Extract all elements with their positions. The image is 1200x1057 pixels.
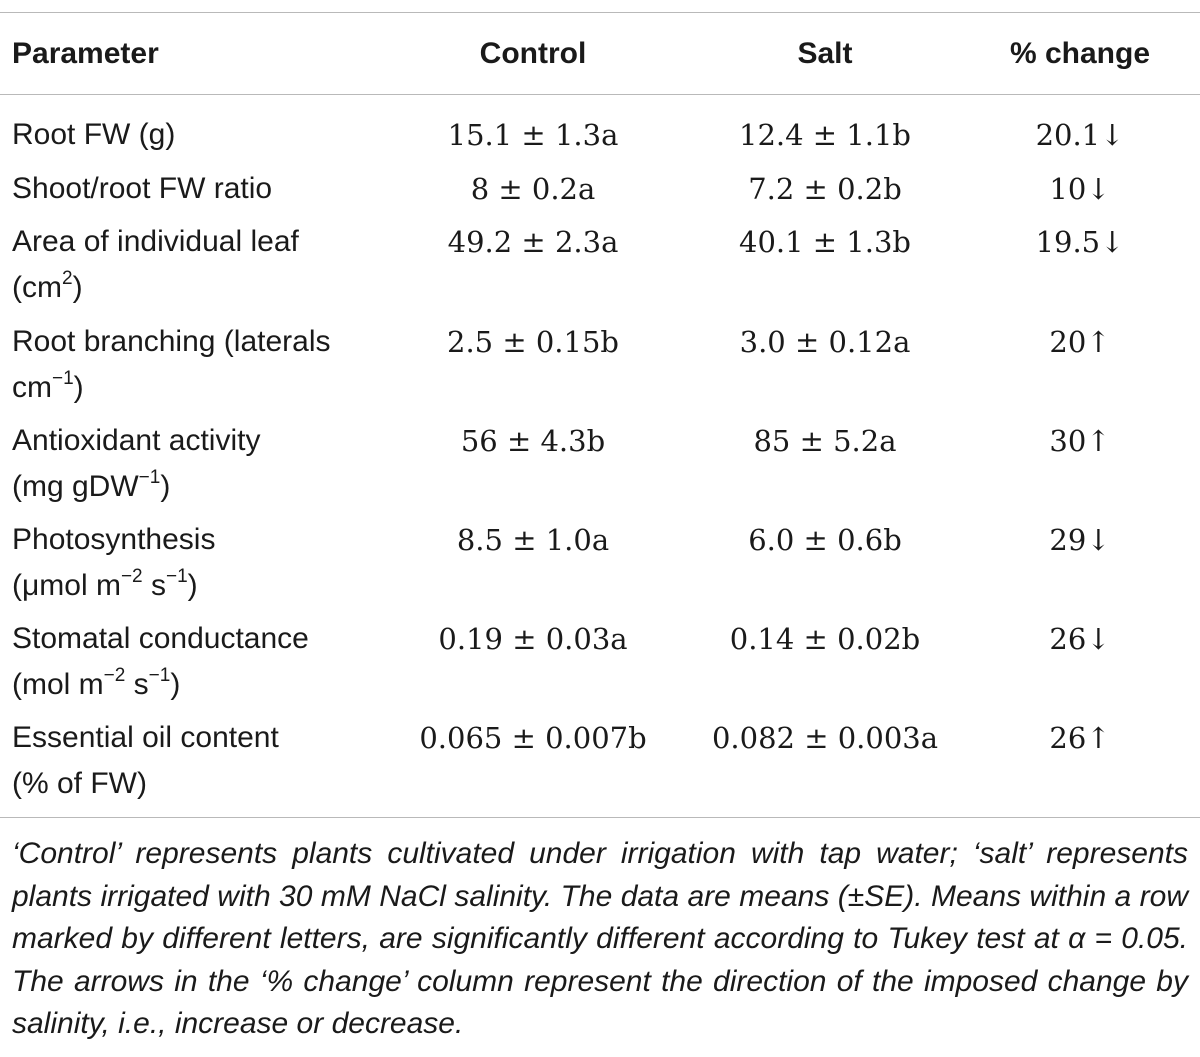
row-3-control: 49.2 ± 2.3a (447, 225, 619, 259)
row-7-parameter: Stomatal conductance (12, 622, 309, 655)
header-salt: Salt (797, 37, 853, 70)
row-1-control: 15.1 ± 1.3a (447, 118, 619, 152)
row-3-change: 19.5↓ (1035, 225, 1125, 259)
row-2-change: 10↓ (1049, 172, 1111, 206)
row-1-salt: 12.4 ± 1.1b (739, 118, 911, 152)
table-footnote: ‘Control’ represents plants cultivated u… (12, 837, 1188, 1041)
row-8-parameter-unit: (% of FW) (12, 767, 147, 800)
row-4-change: 20↑ (1049, 325, 1111, 359)
row-4-parameter-unit: cm−1) (12, 368, 84, 404)
row-6-change: 29↓ (1049, 523, 1111, 557)
row-5-control: 56 ± 4.3b (460, 424, 606, 458)
row-6-parameter-unit: (μmol m−2 s−1) (12, 566, 198, 602)
row-7-control: 0.19 ± 0.03a (438, 622, 628, 656)
header-rule (0, 94, 1200, 95)
row-5-parameter-unit: (mg gDW−1) (12, 467, 171, 503)
row-4-control: 2.5 ± 0.15b (447, 325, 619, 359)
row-3-parameter: Area of individual leaf (12, 225, 299, 258)
row-5-parameter: Antioxidant activity (12, 424, 261, 457)
bottom-rule (0, 817, 1200, 818)
row-8-salt: 0.082 ± 0.003a (711, 721, 939, 755)
row-6-parameter: Photosynthesis (12, 523, 216, 556)
header-control: Control (479, 37, 587, 70)
row-6-salt: 6.0 ± 0.6b (748, 523, 902, 557)
row-2-control: 8 ± 0.2a (470, 172, 596, 206)
row-2-parameter: Shoot/root FW ratio (12, 172, 273, 205)
row-7-salt: 0.14 ± 0.02b (729, 622, 921, 656)
row-1-parameter: Root FW (g) (12, 118, 176, 151)
row-1-change: 20.1↓ (1035, 118, 1125, 152)
row-4-parameter: Root branching (laterals (12, 325, 331, 358)
row-8-control: 0.065 ± 0.007b (419, 721, 647, 755)
row-3-parameter-unit: (cm2) (12, 268, 83, 304)
row-5-salt: 85 ± 5.2a (753, 424, 897, 458)
row-6-control: 8.5 ± 1.0a (456, 523, 610, 557)
row-7-change: 26↓ (1049, 622, 1111, 656)
row-4-salt: 3.0 ± 0.12a (739, 325, 911, 359)
header-percent-change: % change (1009, 37, 1151, 70)
row-5-change: 30↑ (1049, 424, 1111, 458)
top-rule (0, 12, 1200, 13)
row-8-parameter: Essential oil content (12, 721, 279, 754)
row-3-salt: 40.1 ± 1.3b (739, 225, 911, 259)
row-7-parameter-unit: (mol m−2 s−1) (12, 665, 181, 701)
header-parameter: Parameter (12, 37, 159, 70)
row-2-salt: 7.2 ± 0.2b (748, 172, 902, 206)
row-8-change: 26↑ (1049, 721, 1111, 755)
